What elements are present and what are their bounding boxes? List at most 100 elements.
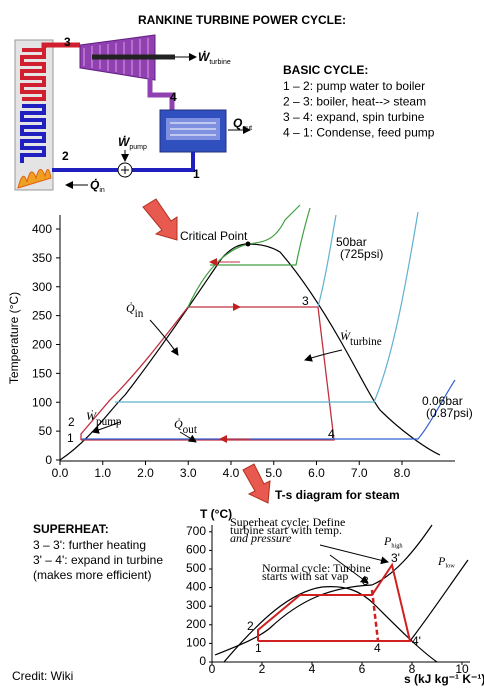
w-turbine-label-subscript: turbine	[209, 59, 231, 66]
y-axis-label: T (°C)	[200, 507, 232, 521]
q-out-label-subscript: out	[242, 125, 252, 132]
basic-cycle-step: 1 – 2: pump water to boiler	[283, 79, 425, 93]
w-pump-label-subscript: pump	[129, 144, 147, 151]
x-tick-label: 3.0	[180, 466, 197, 480]
y-tick-label: 250	[32, 309, 52, 323]
x-axis-label: s (kJ kg⁻¹ K⁻¹)	[404, 672, 484, 686]
state-label: 2	[68, 415, 75, 429]
isobar-alt-label: (0.87psi)	[426, 406, 473, 420]
p-low-label: Plow	[437, 554, 455, 570]
q-out-label-subscript: out	[183, 424, 198, 436]
p-high-label: Phigh	[383, 534, 403, 550]
w-turbine-label: Ẇturbine	[198, 49, 231, 66]
x-tick-label: 8.0	[394, 466, 411, 480]
annotation: turbine start with temp.	[230, 523, 342, 537]
y-tick-label: 350	[32, 251, 52, 265]
basic-cycle-heading: BASIC CYCLE:	[283, 63, 368, 77]
state-label: 2	[247, 619, 254, 633]
q-in-label: Q̇in	[126, 301, 144, 320]
q-in-label-subscript: in	[99, 187, 105, 194]
isobar-label: 0.06bar	[422, 394, 463, 408]
p-high-label-symbol: P	[383, 534, 392, 548]
q-out-label-symbol: Q̇	[174, 417, 183, 431]
y-tick-label: 700	[186, 524, 206, 538]
q-in-label-symbol: Q̇	[90, 177, 100, 192]
w-pump-label-symbol: Ẇ	[86, 408, 97, 423]
y-tick-label: 50	[39, 424, 53, 438]
y-tick-label: 200	[32, 338, 52, 352]
isobar-alt-label: (725psi)	[340, 247, 383, 261]
p-low-label-symbol: P	[437, 554, 446, 568]
y-tick-label: 100	[186, 635, 206, 649]
page-title: RANKINE TURBINE POWER CYCLE:	[138, 13, 346, 27]
w-pump-label: Ẇpump	[86, 408, 122, 428]
y-tick-label: 200	[186, 617, 206, 631]
q-in-label-symbol: Q̇	[126, 301, 135, 315]
superheat-heading: SUPERHEAT:	[33, 522, 109, 536]
y-tick-label: 0	[199, 654, 206, 668]
p-high-label-subscript: high	[391, 543, 403, 550]
flow-arrow	[142, 198, 178, 241]
basic-cycle-step: 2 – 3: boiler, heat--> steam	[283, 95, 426, 109]
superheat-line: 3' – 4': expand in turbine	[33, 553, 163, 567]
state-label: 4	[170, 90, 177, 104]
state-label: 1	[193, 167, 200, 181]
x-tick-label: 10	[455, 662, 469, 676]
w-pump-label-subscript: pump	[96, 416, 122, 428]
y-tick-label: 600	[186, 542, 206, 556]
schematic	[14, 34, 251, 191]
state-label: 3	[362, 574, 369, 588]
flow-arrow	[242, 463, 271, 504]
x-tick-label: 8	[409, 662, 416, 676]
state-label: 1	[67, 431, 74, 445]
w-pump-label-symbol: Ẇ	[118, 134, 131, 149]
y-tick-label: 100	[32, 395, 52, 409]
annotation: and pressure	[230, 531, 292, 545]
x-tick-label: 5.0	[265, 466, 282, 480]
y-tick-label: 400	[32, 222, 52, 236]
y-tick-label: 150	[32, 366, 52, 380]
basic-cycle-step: 3 – 4: expand, spin turbine	[283, 110, 425, 124]
ts-chart	[59, 204, 456, 462]
y-tick-label: 0	[45, 453, 52, 467]
w-pump-label: Ẇpump	[118, 134, 147, 151]
x-tick-label: 2	[259, 662, 266, 676]
w-turbine-label-symbol: Ẇ	[198, 49, 211, 64]
x-tick-label: 6.0	[308, 466, 325, 480]
state-label: 4	[328, 427, 335, 441]
state-label: 4'	[412, 634, 421, 648]
q-out-label: Q̇out	[174, 417, 198, 436]
superheat-line: 3 – 3': further heating	[33, 538, 146, 552]
x-tick-label: 0.0	[52, 466, 69, 480]
credit: Credit: Wiki	[12, 669, 73, 683]
p-low-label-subscript: low	[445, 563, 455, 570]
q-in-label-subscript: in	[135, 308, 144, 320]
y-tick-label: 300	[186, 598, 206, 612]
critical-point-label: Critical Point	[180, 229, 248, 243]
y-tick-label: 500	[186, 561, 206, 575]
x-tick-label: 6	[359, 662, 366, 676]
x-tick-label: 0	[209, 662, 216, 676]
annotation: Superheat cycle: Define	[230, 515, 345, 529]
q-in-label: Q̇in	[90, 177, 105, 194]
w-turbine-label-symbol: Ẇ	[340, 328, 351, 343]
annotation: Normal cycle: Turbine	[262, 561, 371, 575]
isobar-label: 50bar	[336, 235, 367, 249]
y-tick-label: 400	[186, 580, 206, 594]
state-label: 3'	[391, 551, 400, 565]
q-out-label: Qout	[233, 116, 252, 132]
q-out-label-symbol: Q	[233, 116, 243, 130]
state-label: 4	[374, 641, 381, 655]
x-tick-label: 7.0	[351, 466, 368, 480]
x-tick-label: 1.0	[94, 466, 111, 480]
basic-cycle-step: 4 – 1: Condense, feed pump	[283, 126, 435, 140]
x-tick-label: 4	[309, 662, 316, 676]
w-turbine-label-subscript: turbine	[350, 336, 382, 348]
chart-caption: T-s diagram for steam	[275, 488, 400, 502]
superheat-line: (makes more efficient)	[33, 568, 151, 582]
annotation: starts with sat vap	[262, 569, 348, 583]
state-label: 2	[62, 149, 69, 163]
x-tick-label: 2.0	[137, 466, 154, 480]
y-tick-label: 300	[32, 280, 52, 294]
